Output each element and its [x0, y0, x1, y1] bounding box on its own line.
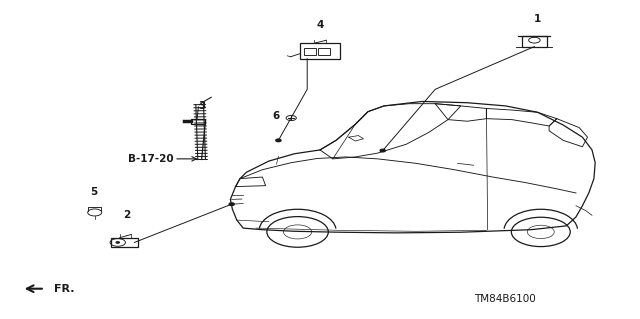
Text: TM84B6100: TM84B6100: [474, 294, 535, 304]
Circle shape: [380, 149, 385, 152]
Text: FR.: FR.: [54, 284, 74, 294]
Circle shape: [229, 203, 234, 205]
Text: 5: 5: [90, 187, 97, 197]
Bar: [304, 48, 316, 55]
Bar: [522, 36, 547, 47]
Circle shape: [116, 241, 120, 243]
Text: 2: 2: [123, 210, 131, 220]
Circle shape: [276, 139, 281, 142]
Text: 6: 6: [273, 111, 280, 122]
Bar: [111, 238, 138, 247]
Bar: [300, 43, 340, 59]
Bar: [318, 48, 330, 55]
Bar: [191, 119, 205, 124]
Text: 3: 3: [198, 101, 205, 111]
Text: 4: 4: [316, 20, 324, 30]
Text: B-17-20: B-17-20: [128, 154, 173, 164]
Text: 1: 1: [534, 14, 541, 24]
